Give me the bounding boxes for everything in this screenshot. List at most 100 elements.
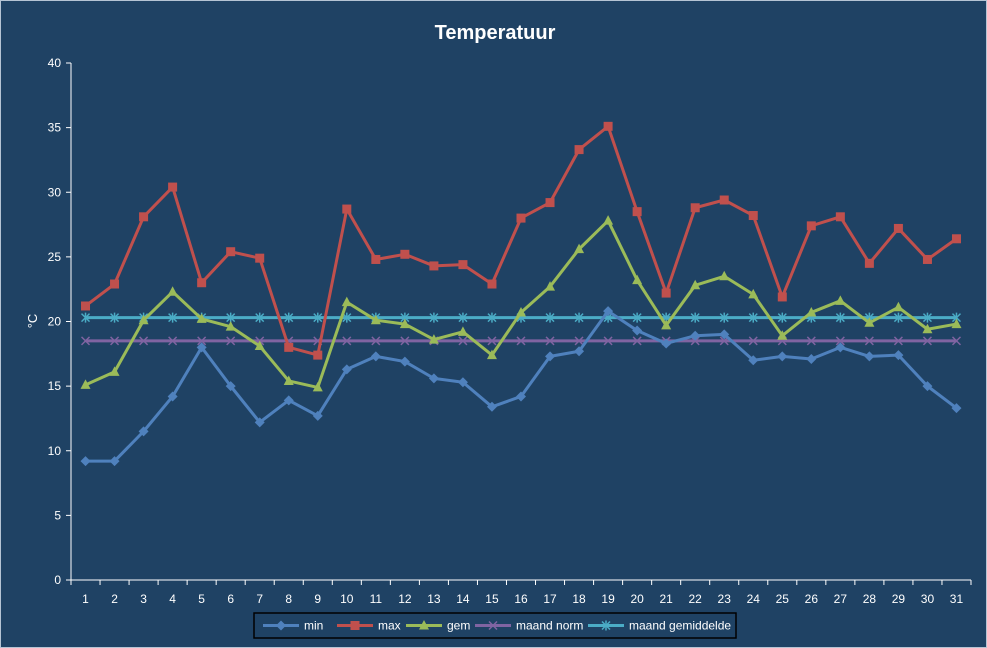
x-tick-label: 30	[921, 592, 935, 606]
data-point-gem	[806, 306, 817, 317]
x-tick-label: 16	[514, 592, 528, 606]
data-point-min	[341, 364, 352, 375]
legend-entry-maand-gemiddelde: maand gemiddelde	[588, 619, 731, 633]
data-point-min	[632, 325, 643, 336]
data-point-gem	[196, 313, 207, 323]
data-point-gem	[370, 314, 381, 325]
x-tick-label: 9	[314, 592, 321, 606]
data-point-maand-norm	[226, 336, 236, 346]
legend-label: maand norm	[516, 619, 583, 633]
data-point-gem	[835, 295, 846, 305]
data-point-min	[399, 356, 410, 367]
legend-entry-min: min	[263, 619, 323, 633]
data-point-min	[80, 456, 91, 467]
data-point-gem	[748, 288, 759, 299]
data-point-min	[486, 401, 497, 412]
legend-swatch-marker	[488, 620, 498, 631]
x-tick-label: 6	[227, 592, 234, 606]
y-tick-label: 15	[48, 379, 62, 393]
legend-label: min	[304, 619, 323, 633]
data-point-max	[139, 212, 149, 222]
series-line-gem	[84, 219, 957, 389]
legend: min max gem maand norm maand gemiddelde	[253, 612, 737, 639]
y-tick-label: 10	[48, 444, 62, 458]
data-point-max	[574, 145, 584, 155]
data-point-gem	[312, 381, 323, 392]
data-point-gem	[893, 301, 904, 312]
chart-title: Temperatuur	[435, 22, 556, 44]
data-point-max	[777, 292, 787, 302]
data-point-maand-gemiddelde	[342, 312, 352, 323]
data-point-maand-gemiddelde	[458, 312, 468, 323]
marker-stroke	[603, 336, 613, 346]
data-point-maand-gemiddelde	[777, 312, 787, 323]
y-tick-label: 35	[48, 121, 62, 135]
marker-stroke	[516, 336, 526, 346]
data-point-gem	[138, 314, 149, 325]
data-point-maand-norm	[400, 336, 410, 346]
data-point-maand-norm	[864, 336, 874, 346]
data-point-min	[748, 355, 759, 366]
data-point-max	[893, 223, 903, 233]
data-point-max	[661, 288, 671, 298]
data-point-maand-gemiddelde	[168, 312, 178, 323]
data-point-maand-gemiddelde	[429, 312, 439, 323]
data-point-maand-gemiddelde	[110, 312, 120, 323]
x-tick-label: 5	[198, 592, 205, 606]
data-point-gem	[80, 379, 91, 389]
data-point-maand-gemiddelde	[284, 312, 294, 323]
data-point-min	[370, 351, 381, 362]
x-tick-label: 26	[805, 592, 819, 606]
data-point-min	[428, 373, 439, 384]
data-point-maand-gemiddelde	[632, 312, 642, 323]
data-point-gem	[254, 340, 265, 351]
marker-stroke	[371, 336, 381, 346]
data-point-maand-gemiddelde	[922, 312, 932, 323]
data-point-gem	[777, 330, 788, 340]
data-point-maand-norm	[197, 336, 207, 346]
x-tick-label: 21	[659, 592, 673, 606]
data-point-max	[400, 249, 410, 259]
series-max	[81, 121, 961, 360]
data-point-max	[690, 203, 700, 213]
data-point-maand-norm	[893, 336, 903, 346]
data-point-maand-gemiddelde	[545, 312, 555, 323]
series-layer	[80, 121, 962, 467]
legend-entry-maand-norm: maand norm	[475, 619, 583, 633]
marker-stroke	[748, 336, 758, 346]
data-point-maand-norm	[690, 336, 700, 346]
series-min	[80, 306, 962, 467]
data-point-min	[312, 410, 323, 421]
y-tick-label: 20	[48, 315, 62, 329]
data-point-max	[313, 350, 323, 360]
marker-stroke	[110, 336, 120, 346]
data-point-maand-norm	[574, 336, 584, 346]
data-point-max	[864, 258, 874, 268]
data-point-maand-gemiddelde	[226, 312, 236, 323]
legend-label: max	[378, 619, 401, 633]
data-point-max	[342, 204, 352, 214]
x-tick-label: 13	[427, 592, 441, 606]
data-point-gem	[603, 215, 614, 225]
x-tick-label: 18	[572, 592, 586, 606]
data-point-max	[748, 211, 758, 221]
data-point-min	[893, 350, 904, 361]
data-point-min	[777, 351, 788, 362]
data-point-max	[632, 207, 642, 217]
data-point-maand-norm	[632, 336, 642, 346]
data-point-maand-norm	[748, 336, 758, 346]
data-point-gem	[109, 366, 120, 376]
data-point-min	[167, 391, 178, 402]
data-point-min	[806, 353, 817, 364]
data-point-min	[457, 377, 468, 388]
data-point-maand-norm	[342, 336, 352, 346]
y-axis-label: °C	[25, 314, 40, 329]
data-point-max	[806, 221, 816, 231]
marker-stroke	[168, 336, 178, 346]
data-point-gem	[428, 334, 439, 344]
x-tick-label: 27	[834, 592, 848, 606]
data-point-max	[371, 254, 381, 264]
data-point-maand-norm	[168, 336, 178, 346]
x-tick-label: 29	[892, 592, 906, 606]
data-point-max	[603, 121, 613, 131]
